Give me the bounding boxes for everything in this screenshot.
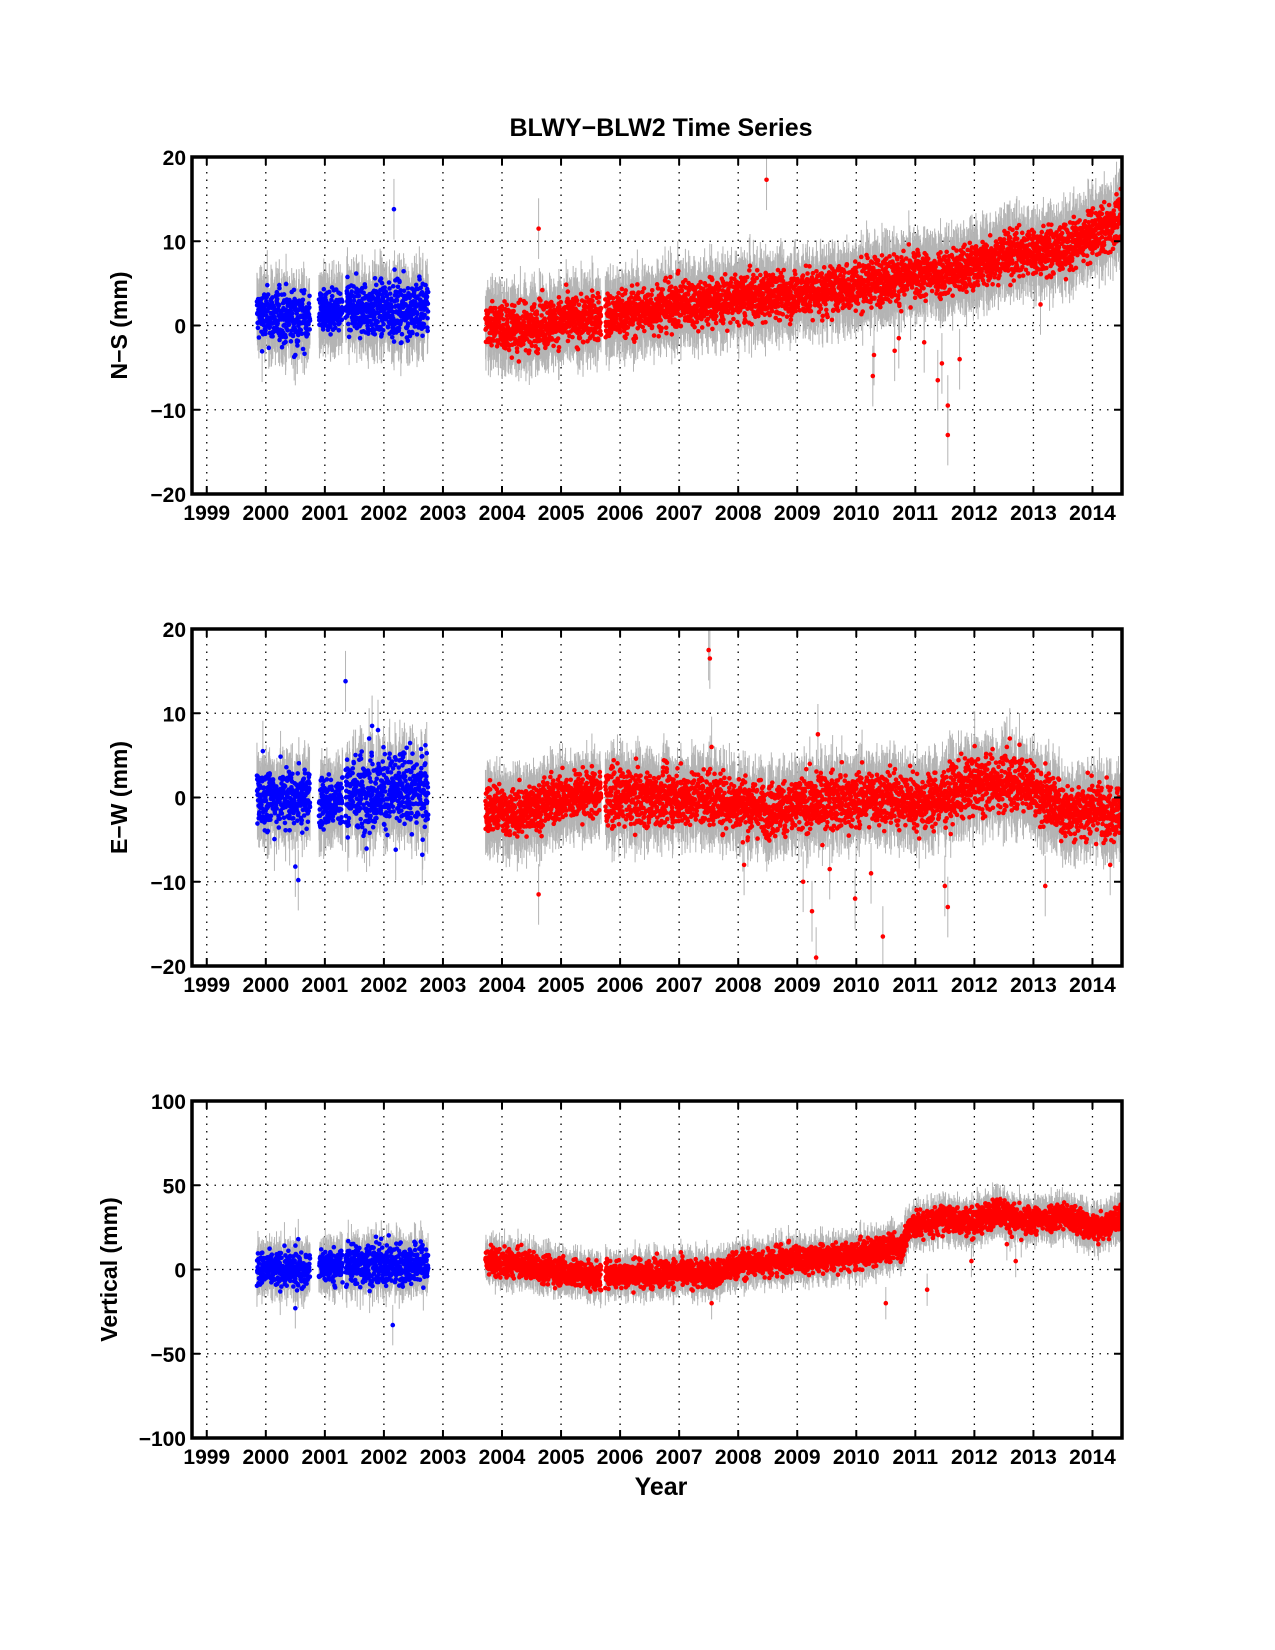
panels: 1999 2000 2001 2002 2003 2004 2005 2006 2007 2008… [96,147,1124,1469]
figure-title: BLWY−BLW2 Time Series [509,114,812,142]
data-point [259,349,265,354]
data-layer [254,157,1122,466]
data-point [256,335,262,340]
panel-1: 1999 2000 2001 2002 2003 2004 2005 2006 2007 2008… [106,147,1124,525]
data-point [265,282,270,288]
x-axis-label: Year [635,1473,688,1501]
series-1 [254,206,431,360]
data-point [263,331,268,337]
data-point [255,325,261,331]
data-point [263,328,268,333]
